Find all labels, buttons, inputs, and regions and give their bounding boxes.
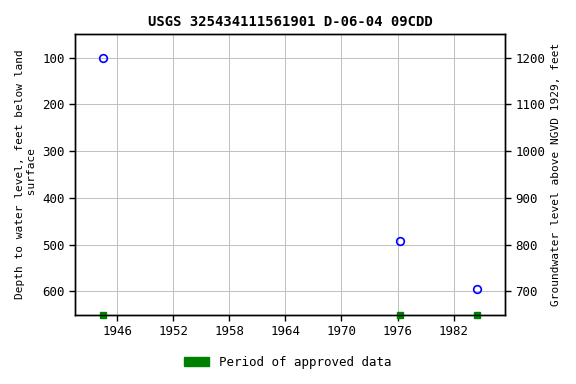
Y-axis label: Depth to water level, feet below land
 surface: Depth to water level, feet below land su… [15, 50, 37, 300]
Y-axis label: Groundwater level above NGVD 1929, feet: Groundwater level above NGVD 1929, feet [551, 43, 561, 306]
Legend: Period of approved data: Period of approved data [179, 351, 397, 374]
Title: USGS 325434111561901 D-06-04 09CDD: USGS 325434111561901 D-06-04 09CDD [147, 15, 433, 29]
